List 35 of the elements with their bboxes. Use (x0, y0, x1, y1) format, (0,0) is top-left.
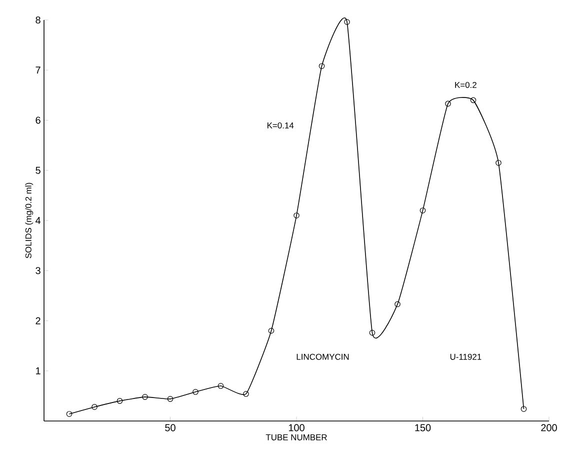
y-tick-label: 4 (36, 217, 41, 224)
point (496, 160, 502, 166)
point (167, 396, 174, 402)
x-tick-label: 50 (165, 424, 176, 432)
annotation: U-11921 (450, 354, 482, 360)
point (142, 394, 148, 400)
point (268, 328, 274, 334)
point (116, 398, 123, 404)
x-tick-label: 200 (541, 424, 557, 432)
annotation: LINCOMYCIN (296, 354, 349, 360)
y-tick-label: 3 (36, 267, 40, 274)
y-axis-title: SOLIDS (mg/0.2 ml) (25, 182, 34, 258)
x-tick-label: 100 (288, 424, 304, 432)
annotation: K=0.14 (268, 122, 294, 128)
point (394, 301, 400, 308)
point (294, 212, 300, 218)
point (318, 63, 325, 69)
point (344, 19, 350, 25)
point (445, 100, 451, 107)
point (369, 330, 376, 336)
point (420, 208, 426, 214)
point (92, 404, 98, 410)
y-tick-label: 6 (36, 116, 40, 124)
x-tick-label: 150 (415, 424, 431, 432)
x-axis-title: TUBE NUMBER (266, 434, 327, 440)
y-tick-label: 7 (36, 66, 40, 74)
annotation: K=0.2 (455, 82, 476, 88)
y-tick-label: 8 (36, 16, 40, 24)
point (470, 97, 476, 104)
point (218, 383, 224, 389)
y-tick-label: 1 (36, 367, 40, 374)
y-tick-label: 5 (36, 166, 40, 174)
point (192, 389, 198, 395)
point (243, 391, 249, 397)
y-tick-label: 2 (36, 317, 40, 324)
